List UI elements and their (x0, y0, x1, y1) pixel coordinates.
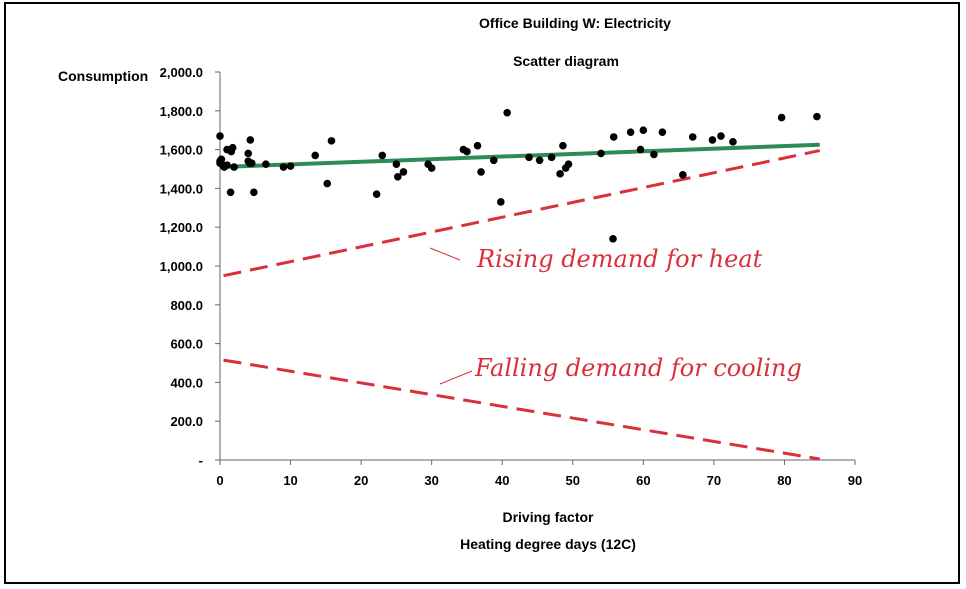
dashed-demand-line (223, 149, 821, 278)
x-tick-label: 30 (424, 473, 438, 488)
data-point (559, 141, 567, 150)
data-point (244, 149, 253, 158)
data-point (230, 163, 238, 171)
x-axis-label: Driving factor (502, 509, 594, 525)
data-point (311, 151, 320, 160)
x-tick-label: 20 (354, 473, 368, 488)
x-tick-label: 50 (566, 473, 580, 488)
data-point (658, 128, 667, 136)
x-axis: 0 10 20 30 40 50 60 70 80 90 (216, 459, 862, 488)
data-point (636, 145, 645, 154)
y-tick-label: 1,200.0 (160, 220, 203, 235)
data-point (216, 132, 224, 140)
data-point (226, 188, 235, 197)
data-point (228, 143, 237, 152)
data-point (477, 168, 485, 176)
data-point (609, 235, 617, 243)
data-point (427, 164, 436, 172)
x-tick-label: 80 (777, 473, 791, 488)
y-tick-label: 1,400.0 (160, 181, 203, 196)
x-tick-label: 70 (707, 473, 721, 488)
data-point (525, 153, 533, 162)
chart-lines (219, 142, 821, 461)
y-tick-label: 400.0 (170, 375, 203, 390)
heat-annotation: Rising demand for heat (476, 245, 763, 273)
data-point (650, 150, 658, 159)
chart-frame (4, 2, 960, 584)
data-point (392, 160, 401, 168)
heat-annotation-pointer (429, 247, 461, 261)
data-point (609, 133, 618, 141)
data-point (547, 153, 556, 162)
data-point (564, 160, 573, 168)
data-point (323, 179, 332, 188)
y-tick-label: 2,000.0 (160, 65, 203, 80)
chart-subtitle: Scatter diagram (513, 53, 619, 69)
cooling-annotation-pointer (439, 370, 473, 385)
data-point (279, 163, 288, 171)
data-point (246, 136, 255, 144)
data-point (473, 141, 482, 150)
data-point (688, 133, 697, 141)
data-point (286, 162, 295, 170)
y-tick-label: 1,000.0 (160, 259, 203, 274)
y-tick-label: 600.0 (170, 337, 203, 352)
data-point (223, 161, 231, 169)
data-point (777, 113, 786, 122)
y-tick-label: 800.0 (170, 298, 203, 313)
trend-line (219, 142, 820, 170)
y-tick-label: 200.0 (170, 414, 203, 429)
data-point (679, 171, 687, 179)
y-tick-label: 1,600.0 (160, 143, 203, 158)
data-point (463, 147, 471, 156)
data-point (247, 159, 256, 167)
data-point (708, 136, 717, 144)
x-tick-label: 40 (495, 473, 509, 488)
data-point (250, 188, 258, 197)
data-point (262, 160, 270, 168)
data-point (378, 151, 387, 160)
x-axis-sublabel: Heating degree days (12C) (460, 536, 636, 552)
x-tick-label: 90 (848, 473, 862, 488)
data-point (217, 155, 226, 164)
x-tick-label: 0 (216, 473, 223, 488)
y-tick-label: - (199, 453, 203, 468)
cooling-annotation: Falling demand for cooling (474, 354, 802, 382)
data-point (372, 190, 381, 199)
data-point (497, 198, 505, 206)
data-point (729, 138, 737, 146)
data-point (626, 128, 635, 136)
data-point (717, 132, 725, 140)
data-point (535, 156, 544, 165)
y-axis: - 200.0 400.0 600.0 800.0 1,000.0 1,200.0 1,400… (160, 65, 221, 468)
data-point (489, 156, 498, 165)
data-point (503, 108, 511, 117)
y-tick-label: 1,800.0 (160, 104, 203, 119)
data-point (394, 172, 402, 181)
dashed-demand-line (223, 358, 820, 461)
data-point (639, 126, 648, 134)
data-points (216, 108, 821, 243)
y-axis-label: Consumption (58, 68, 148, 84)
data-point (327, 137, 336, 145)
chart-title: Office Building W: Electricity (479, 15, 671, 31)
data-point (813, 112, 821, 121)
data-point (556, 170, 564, 178)
data-point (597, 149, 605, 158)
x-tick-label: 60 (636, 473, 650, 488)
data-point (399, 168, 408, 176)
x-tick-label: 10 (283, 473, 297, 488)
